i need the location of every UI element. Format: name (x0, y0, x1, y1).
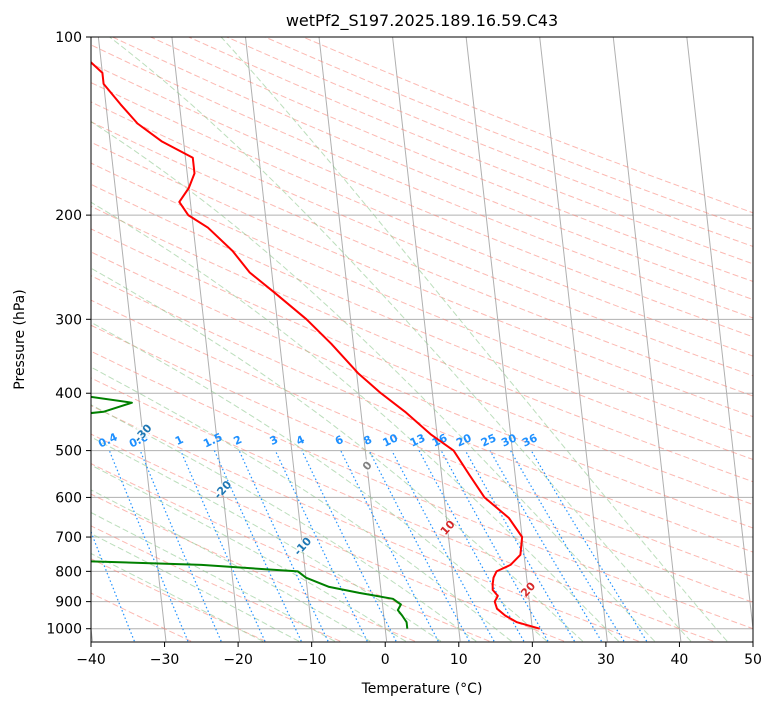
isotherm-label-backdrop (57, 370, 69, 382)
x-tick-label: −40 (76, 652, 106, 668)
moist-adiabat-line (91, 121, 655, 642)
y-tick-label: 700 (55, 530, 82, 546)
mixing-ratio-line (530, 450, 648, 642)
y-tick-label: 900 (55, 595, 82, 611)
chart-title: wetPf2_S197.2025.189.16.59.C43 (286, 11, 558, 31)
dry-adiabat-line (91, 183, 753, 461)
dry-adiabat-line (91, 82, 753, 357)
y-tick-label: 1000 (46, 622, 82, 638)
mixing-ratio-line (391, 450, 495, 642)
isotherm-line (760, 37, 775, 641)
dry-adiabat-line (91, 275, 753, 553)
y-tick-label: 500 (55, 444, 82, 460)
x-axis-label: Temperature (°C) (361, 681, 483, 697)
dry-adiabat-line (91, 205, 753, 483)
x-tick-label: −30 (150, 652, 180, 668)
dry-adiabat-line (91, 228, 753, 506)
isotherm-label: 40 (679, 703, 699, 708)
mixing-ratio-label: 30 (499, 431, 519, 449)
mixing-ratio-line (91, 530, 135, 642)
x-tick-label: 30 (597, 652, 615, 668)
dry-adiabat-line (91, 404, 639, 642)
dry-adiabat-line (91, 251, 753, 529)
profile-lines (91, 60, 540, 630)
dry-adiabat-line (91, 525, 341, 642)
dry-adiabat-line (91, 558, 266, 642)
isotherm-label-backdrop (216, 483, 229, 496)
isotherm-line (97, 37, 167, 642)
x-tick-label: 0 (381, 652, 390, 668)
dry-adiabat-line (91, 433, 565, 642)
dry-adiabat-line (91, 463, 490, 642)
mixing-ratio-line (180, 450, 266, 642)
isotherm-line (686, 37, 753, 634)
moist-adiabat-line (220, 37, 728, 642)
isotherm-label-backdrop (361, 459, 373, 472)
axis-ticks: −40 −30 −20 −10 0 10 20 30 40 50 100 200 300 400 500 60… (46, 30, 762, 668)
isotherm-line (91, 624, 93, 642)
moist-adiabat-line (91, 436, 442, 642)
dry-adiabat-line (91, 62, 753, 338)
y-axis-label: Pressure (hPa) (12, 289, 28, 389)
dry-adiabat-line (91, 350, 753, 630)
mixing-ratio-line (368, 450, 470, 642)
y-tick-label: 200 (55, 208, 82, 224)
plot-frame (90, 36, 754, 643)
moist-adiabat-line (91, 404, 477, 642)
moist-adiabat-line (91, 321, 548, 642)
dewpoint-profile-line (91, 395, 409, 629)
background-lines (91, 37, 775, 642)
mixing-ratio-label: 0.1 (0, 430, 23, 450)
mixing-ratio-label: 10 (381, 431, 401, 449)
dry-adiabat-line (91, 377, 714, 642)
isotherm-line (318, 37, 388, 642)
dry-adiabat-line (91, 101, 753, 377)
isotherm-label-backdrop (136, 427, 149, 439)
mixing-ratio-line (340, 450, 439, 642)
moist-adiabat-line (109, 37, 692, 642)
y-tick-label: 600 (55, 490, 82, 506)
moist-adiabat-line (91, 366, 512, 642)
y-tick-label: 400 (55, 386, 82, 402)
mixing-ratio-line (301, 450, 397, 642)
x-tick-label: −20 (223, 652, 253, 668)
dry-adiabat-line (91, 44, 753, 319)
dry-adiabat-line (150, 37, 753, 282)
temperature-profile-line (91, 60, 540, 630)
isotherm-label: -40 (52, 365, 75, 389)
mixing-ratio-line (440, 450, 549, 642)
mixing-ratio-label: 36 (520, 431, 540, 449)
y-tick-label: 100 (55, 30, 82, 46)
moist-adiabat-line (91, 532, 300, 642)
x-tick-label: 20 (523, 652, 541, 668)
mixing-ratio-line (418, 450, 525, 642)
isotherm-line (171, 37, 241, 642)
mixing-ratio-label: 13 (408, 431, 427, 449)
isotherm-line (392, 37, 461, 642)
x-tick-label: 50 (744, 652, 762, 668)
isotherm-label-backdrop (296, 540, 309, 553)
moist-adiabat-line (91, 464, 406, 642)
mixing-ratio-label: 25 (479, 431, 498, 449)
x-tick-label: 40 (671, 652, 689, 668)
mixing-ratio-label: 20 (454, 431, 474, 449)
dry-adiabat-line (91, 162, 753, 439)
isotherm-line (612, 37, 682, 642)
isotherm-label-backdrop (521, 583, 534, 596)
dry-adiabat-line (91, 141, 753, 418)
isotherm-label-backdrop (441, 521, 454, 534)
y-tick-label: 800 (55, 564, 82, 580)
moist-adiabat-line (91, 201, 619, 642)
x-tick-label: −10 (297, 652, 327, 668)
y-tick-label: 300 (55, 312, 82, 328)
x-tick-label: 10 (450, 652, 468, 668)
mixing-ratio-line (139, 450, 222, 642)
moist-adiabat-line (91, 511, 336, 642)
